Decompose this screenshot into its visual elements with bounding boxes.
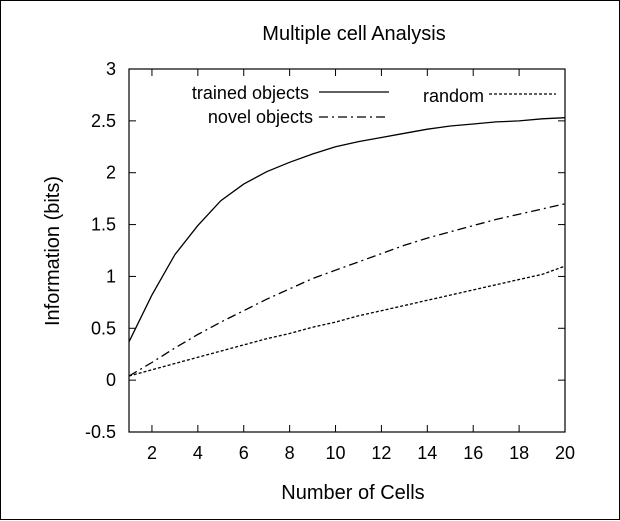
y-tick-label: 0 [106,370,116,390]
legend-label: random [423,86,484,106]
legend-label: trained objects [192,83,309,103]
x-axis-label: Number of Cells [281,482,424,504]
series-line-trained-objects [128,117,566,343]
y-tick-label: 2 [106,163,116,183]
x-tick-label: 8 [285,443,295,463]
x-tick-label: 4 [193,443,203,463]
y-axis-label: Information (bits) [42,176,64,326]
x-tick-label: 12 [371,443,391,463]
chart-title: Multiple cell Analysis [262,23,445,45]
x-tick-label: 6 [239,443,249,463]
series-line-novel-objects [128,203,566,377]
x-tick-label: 16 [463,443,483,463]
y-tick-label: 2.5 [91,111,116,131]
legend-label: novel objects [208,107,313,127]
plot-frame [128,68,566,433]
x-tick-label: 14 [417,443,437,463]
x-tick-label: 2 [147,443,157,463]
y-tick-label: 3 [106,59,116,79]
y-tick-label: 1 [106,266,116,286]
x-tick-label: 18 [509,443,529,463]
legend: trained objects novel objects random [192,83,556,127]
plot-area: 2 4 6 8 10 12 14 16 18 20 -0.5 0 0.5 1 1.5 2 2.5 3 [85,59,575,463]
y-tick-label: -0.5 [85,422,116,442]
x-tick-label: 20 [555,443,575,463]
x-tick-label: 10 [326,443,346,463]
series-line-random [128,265,566,377]
y-tick-label: 0.5 [91,318,116,338]
y-tick-label: 1.5 [91,215,116,235]
